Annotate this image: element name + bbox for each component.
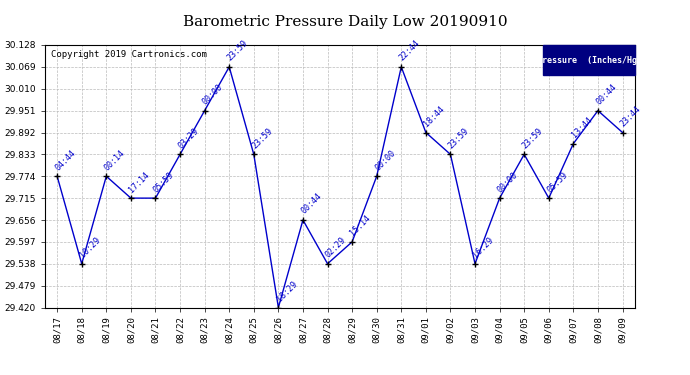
Text: 05:59: 05:59 xyxy=(545,170,569,194)
Text: 00:00: 00:00 xyxy=(496,170,520,194)
Text: 18:44: 18:44 xyxy=(422,104,446,128)
Bar xyxy=(543,45,635,75)
Text: 00:00: 00:00 xyxy=(201,82,225,106)
Text: 00:00: 00:00 xyxy=(373,148,397,172)
Text: 15:14: 15:14 xyxy=(348,214,373,238)
Text: 00:44: 00:44 xyxy=(594,82,618,106)
Text: 05:59: 05:59 xyxy=(152,170,176,194)
Text: Pressure  (Inches/Hg): Pressure (Inches/Hg) xyxy=(537,56,642,64)
Text: 23:59: 23:59 xyxy=(250,126,274,150)
Text: 23:59: 23:59 xyxy=(226,39,250,63)
Text: 02:29: 02:29 xyxy=(324,236,348,260)
Text: 13:44: 13:44 xyxy=(570,116,594,140)
Text: 04:44: 04:44 xyxy=(54,148,77,172)
Text: 00:14: 00:14 xyxy=(103,148,127,172)
Text: 23:59: 23:59 xyxy=(520,126,544,150)
Text: 22:44: 22:44 xyxy=(397,39,422,63)
Text: 18:29: 18:29 xyxy=(275,279,299,303)
Text: Barometric Pressure Daily Low 20190910: Barometric Pressure Daily Low 20190910 xyxy=(183,15,507,29)
Text: 03:29: 03:29 xyxy=(177,126,201,150)
Text: 16:29: 16:29 xyxy=(471,236,495,260)
Text: 00:44: 00:44 xyxy=(299,192,324,216)
Text: Copyright 2019 Cartronics.com: Copyright 2019 Cartronics.com xyxy=(51,50,206,59)
Text: 23:44: 23:44 xyxy=(619,104,643,128)
Text: 23:59: 23:59 xyxy=(447,126,471,150)
Text: 10:29: 10:29 xyxy=(78,236,102,260)
Text: 17:14: 17:14 xyxy=(127,170,151,194)
